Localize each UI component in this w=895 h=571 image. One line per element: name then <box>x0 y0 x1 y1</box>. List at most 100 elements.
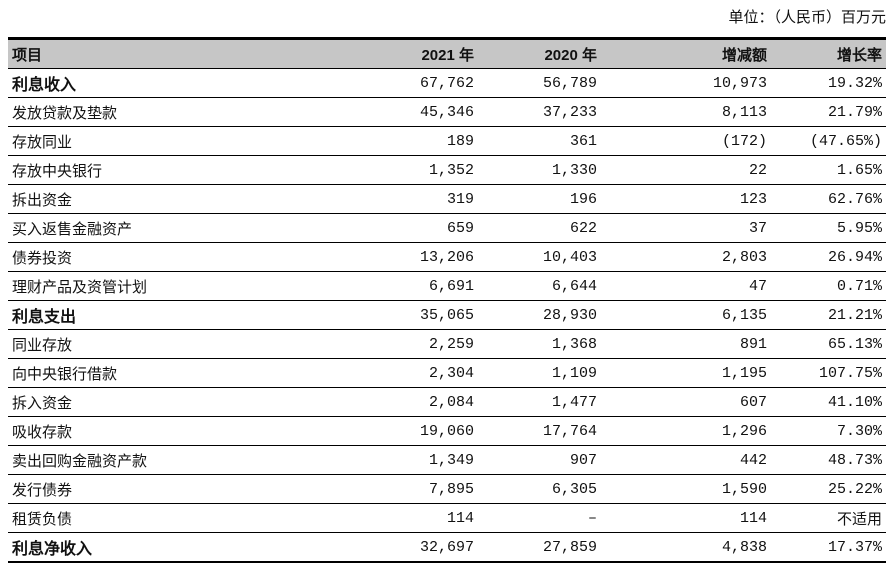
cell-rate-value: 0.71% <box>780 271 886 301</box>
cell-change-value: 2,803 <box>610 242 780 272</box>
cell-2020-value: 361 <box>487 126 610 156</box>
cell-item-label: 拆入资金 <box>8 387 347 417</box>
cell-item-label: 利息净收入 <box>8 532 347 563</box>
cell-item-label: 存放中央银行 <box>8 155 347 185</box>
cell-item-label: 利息支出 <box>8 300 347 330</box>
cell-item-label: 租赁负债 <box>8 503 347 533</box>
cell-2020-value: 28,930 <box>487 300 610 330</box>
table-header-row: 项目 2021 年 2020 年 增减额 增长率 <box>8 37 886 69</box>
cell-rate-value: 19.32% <box>780 68 886 98</box>
table-row: 同业存放 2,259 1,368 891 65.13% <box>8 329 886 359</box>
cell-2021-value: 659 <box>347 213 487 243</box>
header-year-2021: 2021 年 <box>347 37 487 69</box>
header-growth-rate: 增长率 <box>780 37 886 69</box>
cell-item-label: 存放同业 <box>8 126 347 156</box>
cell-2020-value: – <box>487 503 610 533</box>
cell-rate-value: 48.73% <box>780 445 886 475</box>
cell-2020-value: 196 <box>487 184 610 214</box>
cell-2021-value: 189 <box>347 126 487 156</box>
table-row: 发行债券 7,895 6,305 1,590 25.22% <box>8 474 886 504</box>
cell-item-label: 同业存放 <box>8 329 347 359</box>
table-row: 买入返售金融资产 659 622 37 5.95% <box>8 213 886 243</box>
cell-2021-value: 35,065 <box>347 300 487 330</box>
cell-2020-value: 1,109 <box>487 358 610 388</box>
cell-2020-value: 907 <box>487 445 610 475</box>
cell-2020-value: 10,403 <box>487 242 610 272</box>
table-row: 发放贷款及垫款 45,346 37,233 8,113 21.79% <box>8 97 886 127</box>
cell-item-label: 买入返售金融资产 <box>8 213 347 243</box>
cell-rate-value: 26.94% <box>780 242 886 272</box>
cell-change-value: 8,113 <box>610 97 780 127</box>
cell-2020-value: 1,368 <box>487 329 610 359</box>
table-row: 拆入资金 2,084 1,477 607 41.10% <box>8 387 886 417</box>
cell-2021-value: 319 <box>347 184 487 214</box>
cell-change-value: 10,973 <box>610 68 780 98</box>
cell-change-value: (172) <box>610 126 780 156</box>
table-row: 利息支出 35,065 28,930 6,135 21.21% <box>8 300 886 330</box>
cell-change-value: 1,195 <box>610 358 780 388</box>
table-row: 拆出资金 319 196 123 62.76% <box>8 184 886 214</box>
cell-change-value: 442 <box>610 445 780 475</box>
table-row: 利息净收入 32,697 27,859 4,838 17.37% <box>8 532 886 563</box>
cell-rate-value: 21.21% <box>780 300 886 330</box>
table-row: 向中央银行借款 2,304 1,109 1,195 107.75% <box>8 358 886 388</box>
table-row: 存放同业 189 361 (172) (47.65%) <box>8 126 886 156</box>
cell-2021-value: 67,762 <box>347 68 487 98</box>
cell-rate-value: 62.76% <box>780 184 886 214</box>
cell-rate-value: (47.65%) <box>780 126 886 156</box>
cell-2021-value: 2,084 <box>347 387 487 417</box>
header-year-2020: 2020 年 <box>487 37 610 69</box>
cell-item-label: 拆出资金 <box>8 184 347 214</box>
cell-rate-value: 41.10% <box>780 387 886 417</box>
cell-rate-value: 25.22% <box>780 474 886 504</box>
cell-rate-value: 107.75% <box>780 358 886 388</box>
cell-2020-value: 56,789 <box>487 68 610 98</box>
cell-change-value: 1,296 <box>610 416 780 446</box>
table-row: 利息收入 67,762 56,789 10,973 19.32% <box>8 68 886 98</box>
cell-item-label: 债券投资 <box>8 242 347 272</box>
cell-2020-value: 6,644 <box>487 271 610 301</box>
cell-2021-value: 1,352 <box>347 155 487 185</box>
cell-item-label: 向中央银行借款 <box>8 358 347 388</box>
cell-2020-value: 1,477 <box>487 387 610 417</box>
table-row: 卖出回购金融资产款 1,349 907 442 48.73% <box>8 445 886 475</box>
cell-change-value: 891 <box>610 329 780 359</box>
cell-2020-value: 17,764 <box>487 416 610 446</box>
cell-item-label: 利息收入 <box>8 68 347 98</box>
cell-change-value: 47 <box>610 271 780 301</box>
cell-2020-value: 6,305 <box>487 474 610 504</box>
interest-income-table: 项目 2021 年 2020 年 增减额 增长率 利息收入 67,762 56,… <box>8 37 886 563</box>
table-row: 租赁负债 114 – 114 不适用 <box>8 503 886 533</box>
table-row: 债券投资 13,206 10,403 2,803 26.94% <box>8 242 886 272</box>
cell-change-value: 22 <box>610 155 780 185</box>
cell-2021-value: 19,060 <box>347 416 487 446</box>
cell-rate-value: 65.13% <box>780 329 886 359</box>
unit-label: 单位：（人民币）百万元 <box>728 10 886 26</box>
table-row: 存放中央银行 1,352 1,330 22 1.65% <box>8 155 886 185</box>
cell-change-value: 114 <box>610 503 780 533</box>
cell-item-label: 发行债券 <box>8 474 347 504</box>
cell-2021-value: 45,346 <box>347 97 487 127</box>
cell-2021-value: 13,206 <box>347 242 487 272</box>
cell-item-label: 吸收存款 <box>8 416 347 446</box>
cell-rate-value: 7.30% <box>780 416 886 446</box>
cell-2020-value: 37,233 <box>487 97 610 127</box>
cell-item-label: 发放贷款及垫款 <box>8 97 347 127</box>
cell-2020-value: 622 <box>487 213 610 243</box>
table-row: 理财产品及资管计划 6,691 6,644 47 0.71% <box>8 271 886 301</box>
cell-2021-value: 7,895 <box>347 474 487 504</box>
cell-2021-value: 1,349 <box>347 445 487 475</box>
cell-change-value: 4,838 <box>610 532 780 563</box>
cell-2020-value: 27,859 <box>487 532 610 563</box>
cell-2021-value: 114 <box>347 503 487 533</box>
header-change: 增减额 <box>610 37 780 69</box>
cell-rate-value: 17.37% <box>780 532 886 563</box>
cell-rate-value: 不适用 <box>780 503 886 533</box>
cell-rate-value: 21.79% <box>780 97 886 127</box>
cell-2021-value: 6,691 <box>347 271 487 301</box>
cell-2020-value: 1,330 <box>487 155 610 185</box>
cell-change-value: 1,590 <box>610 474 780 504</box>
table-body: 利息收入 67,762 56,789 10,973 19.32% 发放贷款及垫款… <box>8 68 886 563</box>
cell-change-value: 37 <box>610 213 780 243</box>
